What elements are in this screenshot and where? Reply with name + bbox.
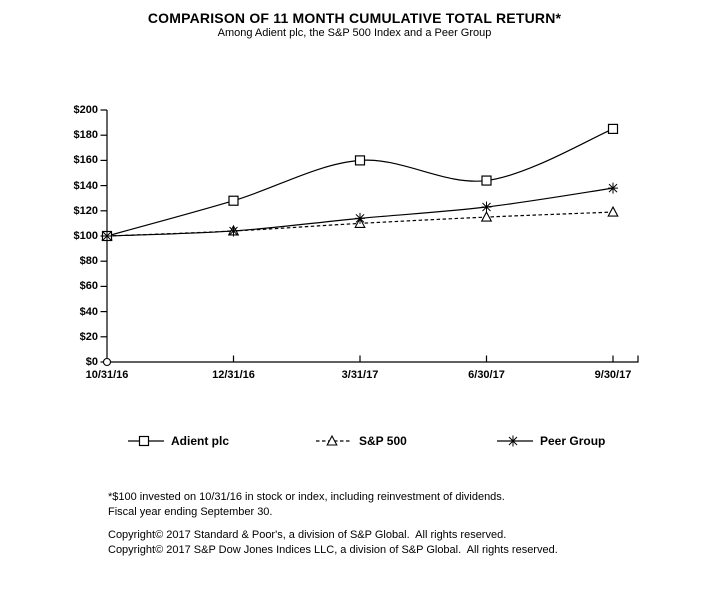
legend-item-peer-group: Peer Group xyxy=(497,433,605,449)
x-axis-label: 12/31/16 xyxy=(212,369,255,381)
marker-star-peer-group xyxy=(481,201,492,213)
y-axis-label: $100 xyxy=(73,230,98,242)
x-axis-label: 9/30/17 xyxy=(594,369,632,381)
footnote-line: *$100 invested on 10/31/16 in stock or i… xyxy=(108,491,505,503)
star-spoke xyxy=(102,231,112,241)
chart-subtitle: Among Adient plc, the S&P 500 Index and … xyxy=(217,27,492,39)
marker-star-peer-group xyxy=(608,182,618,194)
marker-triangle-s-p-500 xyxy=(607,205,619,217)
y-axis-label: $180 xyxy=(73,129,98,142)
legend-label: Peer Group xyxy=(540,434,606,448)
y-axis-label: $120 xyxy=(73,204,98,217)
marker-star-peer-group xyxy=(355,212,365,224)
marker-star-peer-group xyxy=(102,230,112,242)
legend-label: Adient plc xyxy=(171,434,230,448)
axis-lines xyxy=(106,110,639,363)
legend-sample-s-p-500 xyxy=(316,434,352,446)
y-axis-label: $140 xyxy=(73,179,98,192)
y-axis-label: $200 xyxy=(73,104,98,116)
legend-sample-peer-group xyxy=(497,435,533,447)
origin-marker xyxy=(102,357,112,367)
star-spoke xyxy=(355,214,365,223)
series-line-peer-group xyxy=(106,187,614,237)
y-axis-label: $40 xyxy=(79,305,98,318)
y-axis-label: $60 xyxy=(79,280,98,293)
chart-title: COMPARISON OF 11 MONTH CUMULATIVE TOTAL … xyxy=(147,10,562,26)
x-axis-label: 3/31/17 xyxy=(341,369,379,381)
star-spoke xyxy=(229,226,238,236)
star-spoke xyxy=(608,183,618,193)
marker-square-adient-plc xyxy=(481,175,492,186)
star-spoke xyxy=(508,436,518,446)
y-axis-label: $80 xyxy=(79,255,98,268)
marker-square-adient-plc xyxy=(607,123,619,135)
legend-label: S&P 500 xyxy=(359,434,407,448)
copyright-line: Copyright© 2017 S&P Dow Jones Indices LL… xyxy=(108,544,558,556)
legend-item-adient-plc: Adient plc xyxy=(128,433,229,449)
legend-sample-adient-plc xyxy=(128,435,164,447)
marker-square-adient-plc xyxy=(228,195,239,206)
marker-triangle-s-p-500-legend xyxy=(326,434,338,446)
marker-square-adient-plc xyxy=(354,155,366,166)
y-axis-label: $20 xyxy=(79,330,98,343)
y-axis-label: $160 xyxy=(73,154,98,167)
copyright-line: Copyright© 2017 Standard & Poor's, a div… xyxy=(108,529,507,541)
x-axis-label: 6/30/17 xyxy=(468,369,505,381)
marker-star-peer-group xyxy=(228,225,239,237)
marker-square-adient-plc-legend xyxy=(138,435,150,447)
star-spoke xyxy=(482,202,491,212)
marker-triangle-s-p-500 xyxy=(480,210,493,222)
legend-item-s-p-500: S&P 500 xyxy=(316,433,407,449)
y-axis-label: $0 xyxy=(85,356,98,368)
x-axis-label: 10/31/16 xyxy=(85,369,129,381)
marker-star-peer-group-legend xyxy=(508,435,518,447)
footnote-line: Fiscal year ending September 30. xyxy=(108,506,273,518)
